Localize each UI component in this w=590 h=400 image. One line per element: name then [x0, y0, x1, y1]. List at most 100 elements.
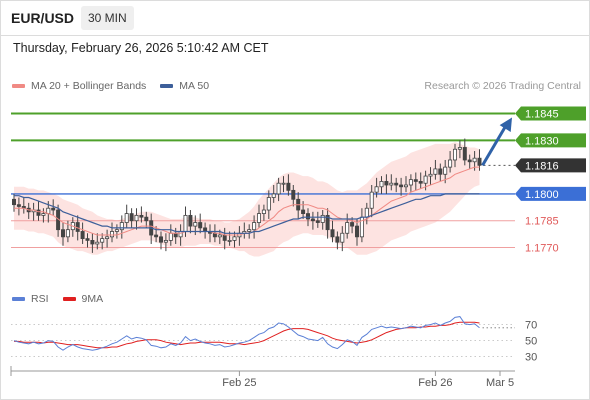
legend-ma50-swatch [160, 84, 174, 88]
candle-body [158, 236, 163, 243]
candle-body [418, 181, 423, 184]
rsi-tick-50: 50 [525, 336, 537, 348]
level-label-1.1830: 1.1830 [525, 135, 559, 147]
candle-body [354, 225, 359, 238]
level-tag-1.1830 [515, 133, 586, 148]
candle-body [227, 240, 232, 242]
candle-body [139, 214, 144, 218]
rsi-legend: RSI 9MA [12, 293, 117, 305]
x-tick-label-Mar-5: Mar 5 [486, 377, 514, 389]
candle-body [114, 229, 119, 232]
x-tick-label-Feb-26: Feb 26 [418, 377, 452, 389]
candle-body [80, 231, 85, 240]
candle-body [462, 147, 467, 161]
candle-body [271, 193, 276, 198]
candle-body [423, 175, 428, 184]
symbol-title: EUR/USD [11, 10, 75, 26]
candle-body [389, 182, 394, 186]
candle-body [61, 229, 66, 238]
legend-ma20-label: MA 20 + Bollinger Bands [31, 80, 147, 92]
candle-body [183, 214, 188, 232]
candle-body [291, 189, 296, 200]
x-tick-label-Feb-25: Feb 25 [222, 377, 256, 389]
timestamp: Thursday, February 26, 2026 5:10:42 AM C… [13, 41, 269, 55]
level-label-1.1845: 1.1845 [525, 109, 559, 121]
legend-rsi-ma-swatch [62, 297, 76, 301]
level-label-1.1770: 1.1770 [525, 243, 559, 255]
candle-body [188, 214, 193, 227]
candle-body [41, 213, 46, 216]
candle-body [301, 209, 306, 214]
candle-body [457, 147, 462, 150]
candle-body [443, 166, 448, 175]
level-label-1.1800: 1.1800 [525, 189, 559, 201]
candle-body [36, 209, 41, 216]
candle-body [369, 191, 374, 209]
candle-body [394, 182, 399, 186]
rsi-tick-30: 30 [525, 352, 537, 364]
level-tag-1.1800 [515, 186, 586, 201]
candle-body [340, 232, 345, 243]
candle-body [193, 222, 198, 227]
candle-body [266, 197, 271, 211]
candle-body [428, 173, 433, 177]
ma50-line [14, 193, 480, 234]
legend-ma20: MA 20 + Bollinger Bands [12, 80, 146, 92]
candle-body [51, 207, 56, 211]
candle-body [154, 234, 159, 238]
candle-body [168, 232, 173, 241]
candle-body [100, 238, 105, 243]
candle-body [379, 181, 384, 188]
candle-body [286, 182, 291, 191]
candle-body [163, 240, 168, 243]
rsi-line [13, 316, 480, 351]
header-bar: EUR/USD 30 MIN [0, 0, 590, 36]
legend-ma50-label: MA 50 [179, 80, 210, 92]
candle-body [374, 186, 379, 193]
candle-body [16, 204, 21, 207]
candle-body [305, 213, 310, 220]
bollinger-band [14, 142, 480, 257]
candle-body [65, 229, 70, 238]
price-legend: MA 20 + Bollinger Bands MA 50 [12, 80, 223, 92]
candle-body [129, 213, 134, 222]
candle-body [134, 214, 139, 222]
candle-body [310, 218, 315, 222]
legend-ma50: MA 50 [160, 80, 209, 92]
candle-body [124, 213, 129, 223]
candle-body [178, 231, 183, 238]
level-tag-1.1816 [515, 158, 586, 173]
level-label-1.1816: 1.1816 [525, 160, 559, 172]
candle-body [252, 222, 257, 231]
candle-body [110, 231, 115, 238]
legend-rsi: RSI [12, 293, 49, 305]
candle-body [448, 159, 453, 168]
candle-body [256, 213, 261, 223]
candle-body [320, 214, 325, 223]
candle-body [90, 240, 95, 245]
candle-body [198, 222, 203, 229]
candle-body [472, 157, 477, 163]
candle-body [433, 168, 438, 175]
candle-body [438, 168, 443, 175]
level-label-1.1785: 1.1785 [525, 216, 559, 228]
candle-body [217, 234, 222, 238]
candle-body [11, 198, 16, 206]
candle-body [408, 179, 413, 186]
level-tag-1.1845 [515, 106, 586, 121]
legend-rsi-label: RSI [31, 293, 49, 305]
candle-body [330, 229, 335, 238]
candle-body [452, 148, 457, 161]
candle-body [384, 181, 389, 186]
candle-body [95, 241, 100, 245]
timeframe-button[interactable]: 30 MIN [81, 6, 134, 30]
candle-body [105, 236, 110, 240]
candle-body [276, 182, 281, 195]
candle-body [413, 179, 418, 182]
candle-body [345, 222, 350, 234]
projection-arrow-line [481, 124, 508, 167]
candle-body [281, 182, 286, 185]
rsi-tick-70: 70 [525, 320, 537, 332]
candle-body [335, 236, 340, 243]
